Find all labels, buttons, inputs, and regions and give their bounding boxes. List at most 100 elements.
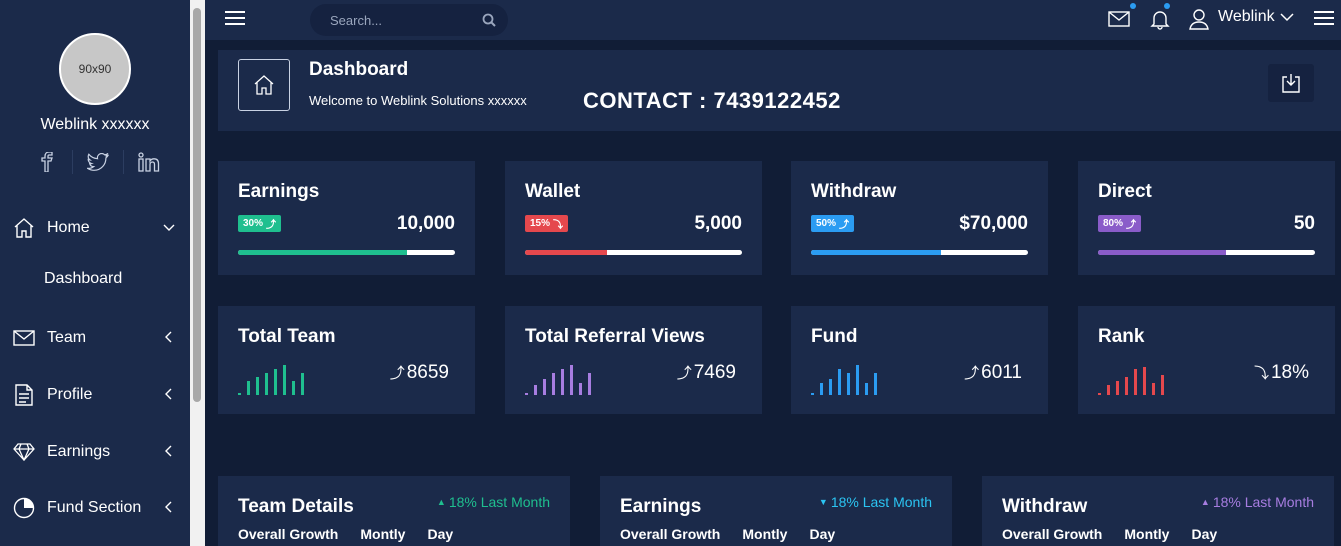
sidebar-subitem-dashboard[interactable]: Dashboard	[44, 270, 123, 287]
arrow-up-icon: ⤴	[839, 220, 850, 231]
growth-tab[interactable]: Overall Growth	[1002, 526, 1103, 542]
summary-value: ⤴ 7469	[676, 362, 736, 383]
mini-bar	[820, 383, 823, 395]
user-menu-label: Weblink	[1218, 8, 1275, 25]
mini-bar	[1107, 385, 1110, 395]
progress-fill	[1098, 250, 1227, 255]
summary-card: Total Referral Views ⤴ 7469	[505, 306, 762, 414]
growth-tab[interactable]: Day	[1191, 526, 1218, 542]
download-button[interactable]	[1268, 64, 1314, 102]
notification-dot	[1130, 3, 1136, 9]
detail-card: Withdraw ▲ 18% Last Month Overall Growth Mon…	[982, 476, 1334, 546]
mini-bar	[247, 381, 250, 395]
social-links	[22, 150, 174, 174]
stat-title: Withdraw	[811, 181, 897, 202]
sidebar-item-home[interactable]: Home	[0, 212, 190, 244]
arrow-up-icon: ⤴	[676, 365, 692, 382]
mini-bar	[1098, 393, 1101, 395]
sidebar-item-label: Earnings	[47, 443, 111, 460]
sidebar-item-fund-section[interactable]: Fund Section	[0, 492, 190, 524]
facebook-icon[interactable]	[22, 150, 72, 174]
mail-icon[interactable]	[1108, 8, 1130, 30]
chevron-down-icon	[1280, 13, 1294, 22]
home-icon	[238, 59, 290, 111]
page-header: Dashboard Welcome to Weblink Solutions x…	[218, 50, 1341, 131]
progress-bar	[238, 250, 455, 255]
mini-bar	[561, 369, 564, 395]
search-icon[interactable]	[482, 13, 496, 27]
trend-indicator: ▼ 18% Last Month	[818, 494, 932, 510]
sidebar-item-team[interactable]: Team	[0, 322, 190, 354]
mini-bar	[579, 383, 582, 395]
mail-icon	[12, 327, 36, 349]
arrow-up-icon: ⤴	[964, 365, 980, 382]
summary-title: Total Team	[238, 326, 336, 347]
linkedin-icon[interactable]	[124, 150, 174, 174]
trend-indicator: ▲ 18% Last Month	[436, 494, 550, 510]
user-icon[interactable]	[1188, 8, 1210, 30]
home-icon	[12, 217, 36, 239]
mini-bar-chart	[238, 365, 304, 395]
arrow-up-icon: ⤴	[266, 220, 277, 231]
scrollbar-thumb[interactable]	[193, 8, 201, 402]
growth-tabs: Overall Growth Montly Day	[620, 526, 857, 542]
arrow-up-icon: ⤴	[1126, 220, 1137, 231]
mini-bar	[552, 373, 555, 395]
mini-bar	[1161, 375, 1164, 395]
bell-icon[interactable]	[1149, 8, 1171, 30]
progress-bar	[811, 250, 1028, 255]
document-icon	[12, 384, 36, 406]
stat-title: Wallet	[525, 181, 581, 202]
page-subtitle: Welcome to Weblink Solutions xxxxxx	[309, 93, 527, 108]
caret-down-icon: ▼	[818, 497, 828, 507]
mini-bar	[874, 373, 877, 395]
summary-card: Rank ⤵ 18%	[1078, 306, 1335, 414]
stat-card: Withdraw 50% ⤴ $70,000	[791, 161, 1048, 275]
mini-bar	[283, 365, 286, 395]
caret-up-icon: ▲	[436, 497, 446, 507]
sidebar-item-profile[interactable]: Profile	[0, 379, 190, 411]
trend-indicator: ▲ 18% Last Month	[1200, 494, 1314, 510]
menu-icon[interactable]	[1314, 10, 1334, 26]
mini-bar	[1143, 367, 1146, 395]
growth-tab[interactable]: Montly	[1124, 526, 1170, 542]
sidebar-item-label: Fund Section	[47, 499, 142, 516]
summary-title: Rank	[1098, 326, 1145, 347]
growth-tab[interactable]: Montly	[742, 526, 788, 542]
search-input[interactable]: Search...	[310, 4, 508, 36]
mini-bar	[838, 369, 841, 395]
stat-badge: 50% ⤴	[811, 215, 855, 232]
divider	[72, 150, 73, 174]
stat-card: Direct 80% ⤴ 50	[1078, 161, 1335, 275]
search-placeholder: Search...	[330, 12, 383, 28]
stat-badge: 80% ⤴	[1098, 215, 1142, 232]
arrow-down-icon: ⤵	[1253, 365, 1269, 382]
progress-fill	[525, 250, 608, 255]
progress-fill	[238, 250, 408, 255]
stat-value: 50	[1293, 213, 1315, 234]
sidebar-item-label: Team	[47, 329, 87, 346]
chevron-left-icon	[165, 388, 172, 400]
mini-bar	[1125, 377, 1128, 395]
mini-bar	[847, 373, 850, 395]
stat-title: Earnings	[238, 181, 320, 202]
growth-tab[interactable]: Day	[809, 526, 836, 542]
growth-tab[interactable]: Overall Growth	[238, 526, 339, 542]
growth-tab[interactable]: Day	[427, 526, 454, 542]
avatar[interactable]: 90x90	[59, 33, 131, 105]
caret-up-icon: ▲	[1200, 497, 1210, 507]
user-menu[interactable]: Weblink	[1218, 8, 1294, 26]
menu-toggle-icon[interactable]	[225, 10, 245, 26]
diamond-icon	[12, 441, 36, 463]
sidebar-item-earnings[interactable]: Earnings	[0, 436, 190, 468]
twitter-icon[interactable]	[73, 150, 123, 174]
arrow-up-icon: ⤴	[389, 365, 405, 382]
growth-tab[interactable]: Overall Growth	[620, 526, 721, 542]
download-icon	[1282, 74, 1300, 93]
contact-info: CONTACT : 7439122452	[583, 88, 841, 113]
mini-bar	[856, 365, 859, 395]
mini-bar	[525, 393, 528, 395]
growth-tabs: Overall Growth Montly Day	[238, 526, 475, 542]
growth-tab[interactable]: Montly	[360, 526, 406, 542]
growth-tabs: Overall Growth Montly Day	[1002, 526, 1239, 542]
